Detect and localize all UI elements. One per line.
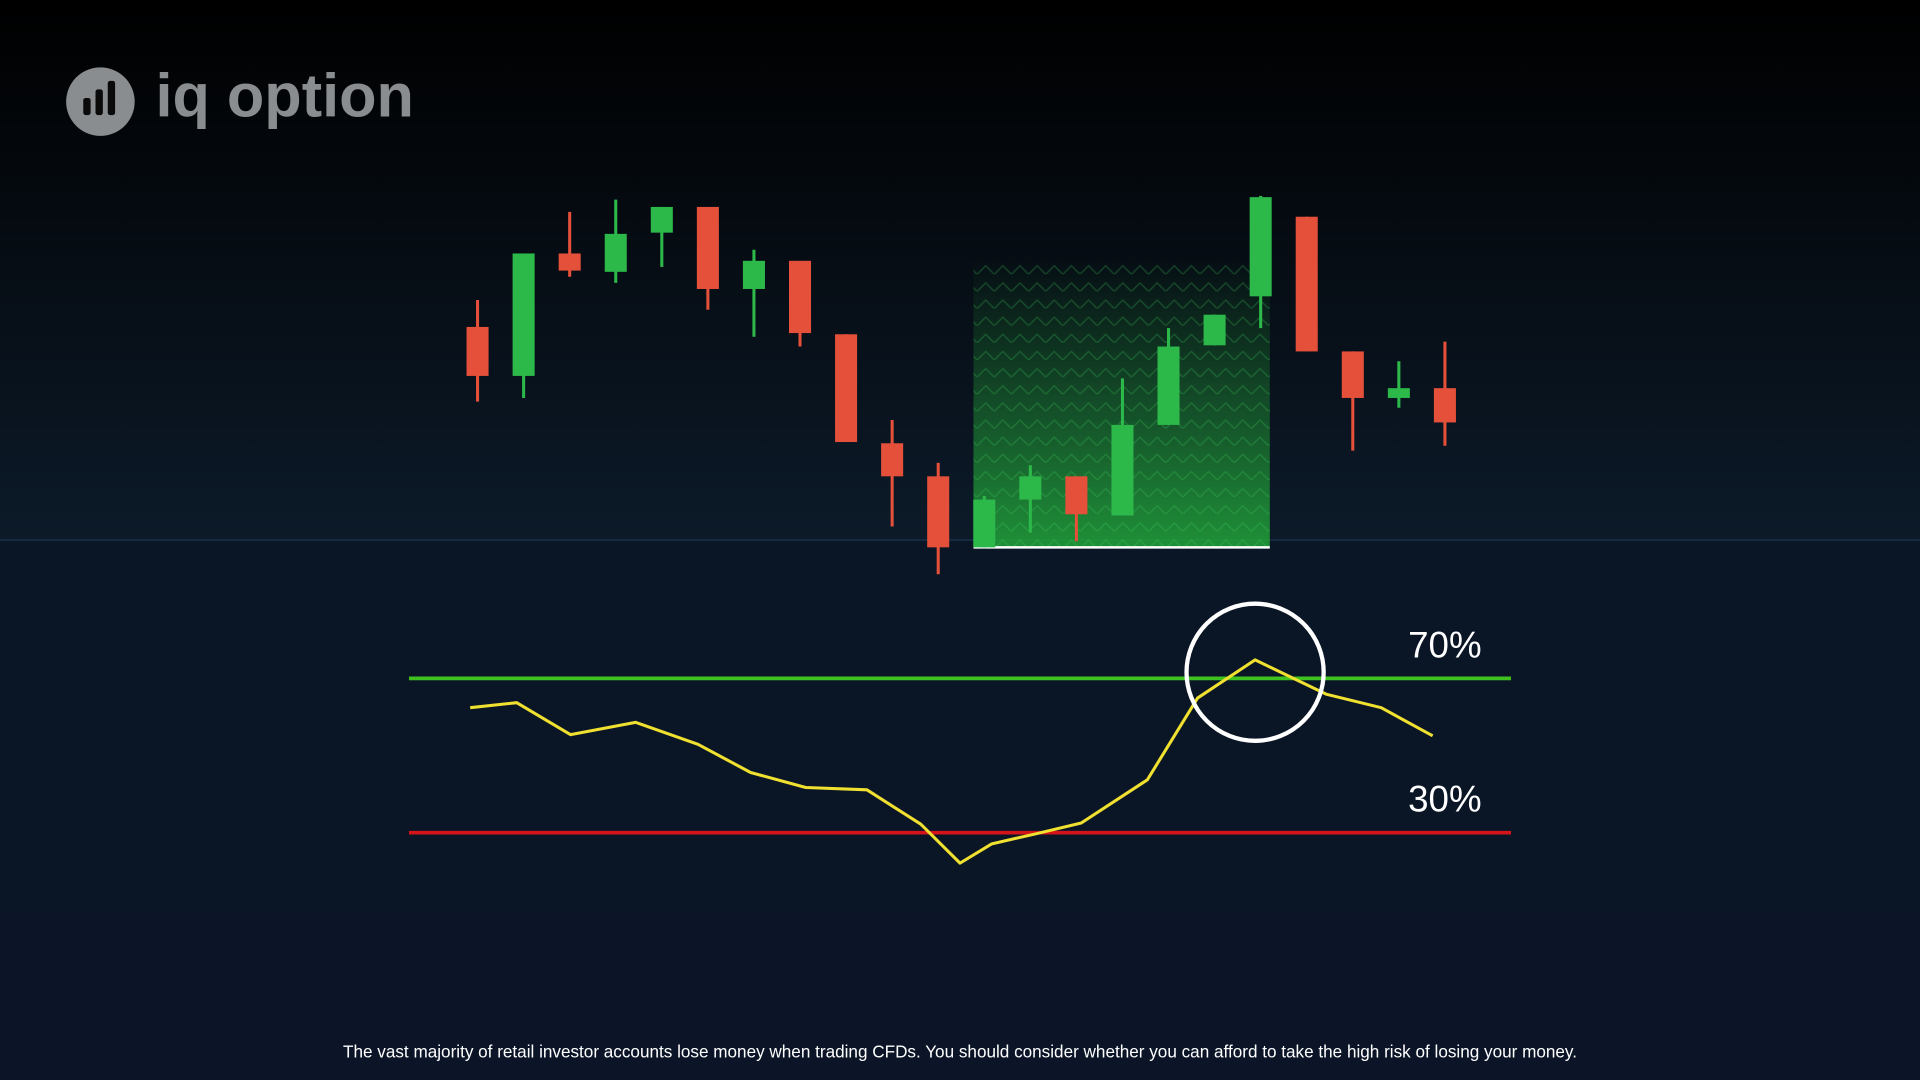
rsi-chart: 70% 30% (408, 624, 1512, 865)
candle-body (835, 334, 858, 443)
candle-body (881, 443, 904, 477)
candle-body (558, 253, 581, 271)
candle-body (1203, 314, 1226, 346)
candle-body (742, 260, 765, 289)
logo-bar (95, 89, 103, 116)
candle-body (1249, 197, 1272, 297)
candle-body (1019, 476, 1042, 500)
level-label: 30% (1408, 779, 1482, 820)
disclaimer: The vast majority of retail investor acc… (343, 1042, 1577, 1062)
candle-body (1065, 476, 1088, 515)
candle-body (1111, 424, 1134, 516)
candle-body (1433, 388, 1456, 423)
candle-body (788, 260, 812, 334)
candle-body (1341, 351, 1364, 398)
candle-body (927, 476, 950, 548)
candle-body (604, 233, 627, 272)
candle-body (466, 326, 489, 376)
level-label: 70% (1408, 624, 1482, 665)
candle-body (650, 206, 673, 233)
logo-text: iq option (156, 62, 414, 130)
candle-body (973, 499, 996, 548)
candle-body (1387, 388, 1410, 398)
rsi-line (470, 658, 1434, 865)
logo-bar (83, 97, 91, 116)
candle-body (512, 253, 535, 376)
logo-bar (107, 80, 116, 116)
highlight-circle (1184, 601, 1326, 743)
candle-body (1157, 346, 1180, 425)
candle-body (696, 206, 719, 289)
candlestick-chart (466, 195, 1456, 575)
candle-body (1295, 216, 1318, 352)
logo: iq option (66, 62, 414, 136)
